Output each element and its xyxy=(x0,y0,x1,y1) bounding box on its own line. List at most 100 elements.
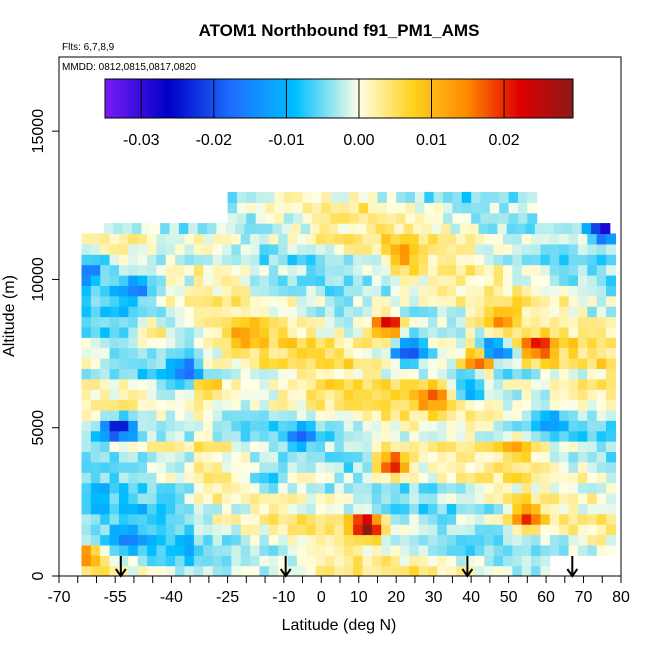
heatmap-cell xyxy=(512,409,523,421)
heatmap-cell xyxy=(437,264,448,276)
heatmap-cell xyxy=(531,285,542,297)
heatmap-cell xyxy=(474,274,485,286)
heatmap-cell xyxy=(531,358,542,369)
heatmap-cell xyxy=(278,461,289,473)
heatmap-cell xyxy=(296,368,307,380)
heatmap-cell xyxy=(212,513,223,525)
heatmap-cell xyxy=(156,243,167,255)
heatmap-cell xyxy=(274,212,285,224)
heatmap-cell xyxy=(268,389,279,401)
heatmap-cell xyxy=(390,441,401,453)
heatmap-cell xyxy=(156,544,167,556)
heatmap-cell xyxy=(531,326,542,338)
heatmap-cell xyxy=(203,389,214,401)
heatmap-cell xyxy=(559,274,570,286)
heatmap-cell xyxy=(512,347,523,359)
heatmap-cells xyxy=(81,191,616,576)
heatmap-cell xyxy=(147,420,158,432)
heatmap-cell xyxy=(371,472,382,484)
heatmap-cell xyxy=(240,409,251,421)
heatmap-cell xyxy=(362,285,373,297)
heatmap-cell xyxy=(531,399,542,411)
heatmap-cell xyxy=(100,358,111,369)
heatmap-cell xyxy=(128,555,139,567)
heatmap-cell xyxy=(409,274,420,286)
heatmap-cell xyxy=(175,274,186,286)
heatmap-cell xyxy=(193,503,204,515)
heatmap-cell xyxy=(296,389,307,401)
heatmap-cell xyxy=(433,212,444,224)
heatmap-cell xyxy=(137,274,148,286)
heatmap-cell xyxy=(353,482,364,494)
heatmap-cell xyxy=(193,513,204,525)
heatmap-cell xyxy=(259,451,270,463)
heatmap-cell xyxy=(328,223,339,235)
heatmap-cell xyxy=(596,285,607,297)
heatmap-cell xyxy=(128,472,139,484)
heatmap-cell xyxy=(362,565,373,576)
heatmap-cell xyxy=(274,191,285,203)
heatmap-cell xyxy=(137,472,148,484)
heatmap-cell xyxy=(293,212,304,224)
heatmap-cell xyxy=(90,285,101,297)
heatmap-cell xyxy=(165,389,176,401)
heatmap-cell xyxy=(81,389,92,401)
heatmap-cell xyxy=(165,326,176,338)
heatmap-cell xyxy=(353,389,364,401)
colorbar-segment xyxy=(499,79,504,118)
heatmap-cell xyxy=(231,534,242,546)
heatmap-cell xyxy=(221,503,232,515)
heatmap-cell xyxy=(484,472,495,484)
heatmap-cell xyxy=(137,233,148,245)
heatmap-cell xyxy=(446,274,457,286)
heatmap-cell xyxy=(325,347,335,359)
heatmap-cell xyxy=(240,368,251,380)
heatmap-cell xyxy=(587,534,598,546)
heatmap-cell xyxy=(296,295,307,307)
x-tick-label: -25 xyxy=(216,589,239,606)
heatmap-cell xyxy=(90,461,101,473)
colorbar-segment xyxy=(204,79,208,118)
heatmap-cell xyxy=(240,565,251,576)
heatmap-cell xyxy=(118,295,129,307)
heatmap-cell xyxy=(399,544,410,556)
heatmap-cell xyxy=(549,254,560,266)
heatmap-cell xyxy=(371,389,382,401)
heatmap-cell xyxy=(474,378,485,390)
heatmap-cell xyxy=(221,492,232,504)
heatmap-cell xyxy=(568,347,579,359)
heatmap-cell xyxy=(90,399,101,411)
heatmap-cell xyxy=(128,565,139,576)
heatmap-cell xyxy=(484,326,495,338)
heatmap-cell xyxy=(484,399,495,411)
heatmap-cell xyxy=(493,347,504,359)
heatmap-cell xyxy=(353,347,364,359)
colorbar-segment xyxy=(298,79,302,118)
heatmap-cell xyxy=(474,430,485,442)
heatmap-cell xyxy=(128,264,139,276)
heatmap-cell xyxy=(203,285,214,297)
heatmap-cell xyxy=(540,451,551,463)
heatmap-cell xyxy=(315,347,326,359)
heatmap-cell xyxy=(559,285,570,297)
heatmap-cell xyxy=(250,409,261,421)
colorbar-segment xyxy=(505,79,510,118)
heatmap-cell xyxy=(577,295,588,307)
heatmap-cell xyxy=(428,326,439,338)
heatmap-cell xyxy=(390,503,401,515)
colorbar-segment xyxy=(417,79,422,118)
heatmap-cell xyxy=(362,233,373,245)
heatmap-cell xyxy=(540,430,551,442)
heatmap-cell xyxy=(184,243,195,255)
heatmap-cell xyxy=(184,368,195,380)
heatmap-cell xyxy=(399,492,410,504)
heatmap-cell xyxy=(325,472,335,484)
heatmap-cell xyxy=(568,337,579,349)
heatmap-cell xyxy=(268,295,279,307)
heatmap-cell xyxy=(203,524,214,536)
heatmap-cell xyxy=(212,295,223,307)
heatmap-cell xyxy=(128,399,139,411)
heatmap-cell xyxy=(81,513,92,525)
heatmap-cell xyxy=(193,451,204,463)
heatmap-cell xyxy=(90,233,101,245)
